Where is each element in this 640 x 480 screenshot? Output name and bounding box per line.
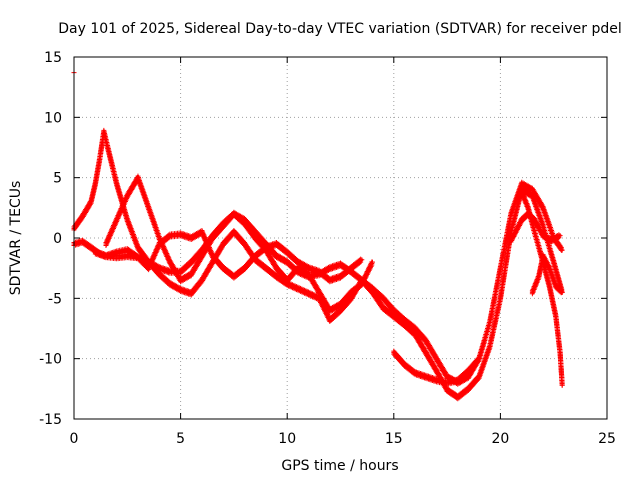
data-points: [71, 70, 565, 402]
series-track-c: [103, 173, 375, 315]
grid: [74, 57, 607, 419]
data-point: [559, 247, 565, 253]
data-point: [475, 376, 481, 382]
series-track-b: [71, 127, 565, 402]
chart-title: Day 101 of 2025, Sidereal Day-to-day VTE…: [58, 21, 622, 37]
series-track-a: [71, 179, 565, 387]
